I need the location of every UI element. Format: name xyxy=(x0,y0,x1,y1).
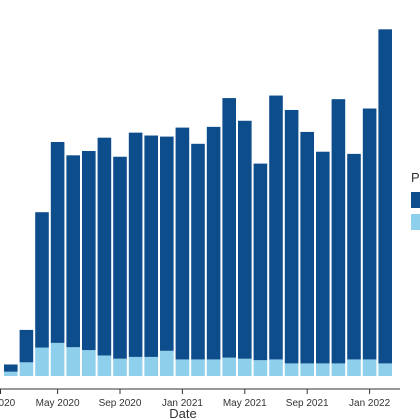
x-tick-label: May 2020 xyxy=(36,398,80,409)
legend-key xyxy=(411,192,420,208)
bar-segment-top xyxy=(238,120,252,359)
bar-segment-top xyxy=(4,364,18,372)
bar-segment-bottom xyxy=(160,350,174,376)
bar-segment-top xyxy=(206,126,221,360)
bar-segment-bottom xyxy=(4,371,18,376)
bar-segment-bottom xyxy=(128,356,143,376)
x-tick-label: Jan 2021 xyxy=(162,398,204,409)
bar-segment-top xyxy=(97,137,112,356)
bar-segment-bottom xyxy=(378,363,392,376)
legend-title: P xyxy=(411,170,420,185)
x-tick-label: 2020 xyxy=(0,398,16,409)
bar-segment-top xyxy=(113,156,127,359)
bar-segment-bottom xyxy=(113,358,127,376)
legend-key xyxy=(411,214,420,230)
bar-segment-top xyxy=(35,212,49,348)
x-tick-label: Jan 2022 xyxy=(349,398,391,409)
bar-segment-bottom xyxy=(97,355,112,376)
bar-segment-top xyxy=(362,108,377,360)
x-tick-label: Sep 2021 xyxy=(286,398,329,409)
bar-segment-top xyxy=(19,329,34,363)
bar-segment-bottom xyxy=(191,359,205,376)
bar-segment-top xyxy=(128,132,143,357)
bar-segment-bottom xyxy=(362,359,377,376)
bar-segment-bottom xyxy=(316,363,330,376)
bar-segment-bottom xyxy=(144,356,158,376)
bar-segment-bottom xyxy=(347,359,361,376)
bar-segment-top xyxy=(253,163,268,361)
bar-segment-top xyxy=(222,98,236,358)
bar-segment-bottom xyxy=(35,347,49,376)
bar-segment-top xyxy=(347,153,361,360)
bar-segment-bottom xyxy=(19,362,34,376)
bar-segment-bottom xyxy=(82,350,96,376)
bar-segment-bottom xyxy=(206,359,221,376)
bar-segment-top xyxy=(331,99,346,364)
bar-segment-bottom xyxy=(66,347,80,376)
bar-segment-bottom xyxy=(331,363,346,376)
x-tick-label: May 2021 xyxy=(223,398,267,409)
bar-segment-top xyxy=(269,95,283,360)
bar-segment-bottom xyxy=(253,360,268,376)
bar-segment-top xyxy=(316,151,330,364)
bar-segment-top xyxy=(82,151,96,351)
bar-segment-bottom xyxy=(238,358,252,376)
x-tick-label: Sep 2020 xyxy=(99,398,142,409)
bar-segment-bottom xyxy=(222,357,236,376)
bar-segment-top xyxy=(144,135,158,357)
bars-group xyxy=(4,29,392,376)
bar-segment-top xyxy=(175,127,190,360)
bar-segment-bottom xyxy=(300,363,314,376)
bar-segment-top xyxy=(66,155,80,348)
x-axis-title: Date xyxy=(169,406,196,420)
bar-segment-top xyxy=(191,143,205,360)
bar-segment-bottom xyxy=(284,363,299,376)
x-axis-ticks: 2020 May 2020 Sep 2020 Jan 2021 May 2021 Sep … xyxy=(0,389,391,409)
bar-segment-bottom xyxy=(50,342,65,376)
bar-segment-bottom xyxy=(269,359,283,376)
legend: P xyxy=(411,170,420,230)
bar-segment-top xyxy=(284,109,299,364)
bar-segment-bottom xyxy=(175,359,190,376)
bar-segment-top xyxy=(300,131,314,364)
bar-segment-top xyxy=(378,29,392,364)
bar-segment-top xyxy=(50,142,65,343)
bar-segment-top xyxy=(160,136,174,351)
